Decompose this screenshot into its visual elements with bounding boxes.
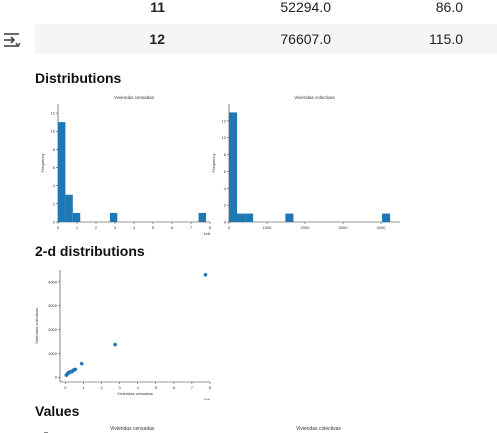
scatter-point [79,361,84,366]
table-cell: 52294.0 [280,0,331,15]
x-tick-label: 1 [76,225,79,230]
values-chart-title: Viviendas censadas [110,426,155,432]
section-heading-distributions: Distributions [35,70,122,86]
section-heading-2d-distributions: 2-d distributions [35,243,145,259]
y-tick-label: 6 [224,169,227,174]
x-tick-label: 7 [190,225,193,230]
scatter-point [203,272,208,277]
row-index: 12 [149,31,165,47]
histogram-bar [65,194,73,222]
y-tick-label: 4 [224,186,227,191]
x-axis-label: Viviendas censadas [117,391,153,396]
y-tick-label: 3000 [48,303,58,308]
x-tick-label: 8 [209,385,212,390]
y-tick-label: 8 [224,152,227,157]
x-tick-label: 3 [114,225,117,230]
x-tick-label: 2000 [301,225,311,230]
chart-title: Viviendas censadas [114,95,155,100]
x-tick-label: 0 [57,225,60,230]
x-tick-label: 8 [209,225,212,230]
table-row: 12 76607.0 115.0 [35,24,497,54]
x-tick-label: 4 [133,225,136,230]
y-tick-label: 0 [53,220,56,225]
y-tick-label: 6 [53,165,56,170]
y-tick-label: 2 [53,201,56,206]
x-tick-label: 3000 [339,225,349,230]
y-tick-label: 2 [224,203,227,208]
y-tick-label: 2000 [48,327,58,332]
axis-offset-label: 1e6 [203,397,210,400]
scatter-point [113,342,117,347]
y-tick-label: 8 [53,147,56,152]
axis-offset-label: 1e6 [203,231,210,236]
x-tick-label: 1000 [263,225,273,230]
histogram-bar [285,213,294,222]
histogram-viviendas-colectivas: Viviendas colectivas Frequency 0 1000 2000 30… [211,95,400,230]
x-tick-label: 6 [171,225,174,230]
histogram-bar [72,212,81,222]
y-axis-label: Viviendas colectivas [34,308,39,344]
y-tick-label: 12 [222,118,227,123]
chart-title: Viviendas colectivas [294,95,335,100]
histogram-bar [58,122,66,222]
y-tick-label: 10 [51,129,56,134]
histogram-bar [237,213,246,222]
values-chart-title: Viviendas colectivas [296,426,341,432]
y-tick-label: 4 [53,183,56,188]
histogram-bar [198,212,207,222]
x-tick-label: 5 [155,385,158,390]
scatter-point [73,367,78,372]
scatter-2d-distribution: Viviendas colectivas Viviendas censadas 0 1… [34,270,212,400]
x-tick-label: 6 [173,385,176,390]
row-index: 11 [150,0,165,15]
y-tick-label: 1000 [48,351,58,356]
y-tick-label: 0 [224,220,227,225]
table-cell: 115.0 [429,31,463,47]
x-tick-label: 5 [152,225,155,230]
y-tick-label: 10 [222,135,227,140]
y-tick-label: 4000 [48,279,58,284]
table-cell: 86.0 [435,0,463,15]
y-tick-label: 0 [55,375,58,380]
output-expand-icon[interactable] [2,30,22,50]
y-axis-label: Frequency [211,154,216,173]
y-axis-label: Frequency [40,154,45,173]
x-tick-label: 1 [82,385,85,390]
x-tick-label: 2 [95,225,98,230]
table-cell: 76607.0 [280,31,331,47]
x-tick-label: 2 [100,385,103,390]
y-tick-label: 12 [51,111,56,116]
x-tick-label: 3 [119,385,122,390]
x-tick-label: 0 [64,385,67,390]
histogram-bar [382,213,391,222]
histogram-bar [245,213,254,222]
histogram-bar [229,112,238,222]
x-tick-label: 7 [191,385,194,390]
histogram-bar [109,212,118,222]
x-tick-label: 4000 [377,225,387,230]
x-tick-label: 0 [228,225,231,230]
x-tick-label: 4 [137,385,140,390]
table-row: 11 52294.0 86.0 [35,0,497,22]
section-heading-values: Values [35,403,80,419]
